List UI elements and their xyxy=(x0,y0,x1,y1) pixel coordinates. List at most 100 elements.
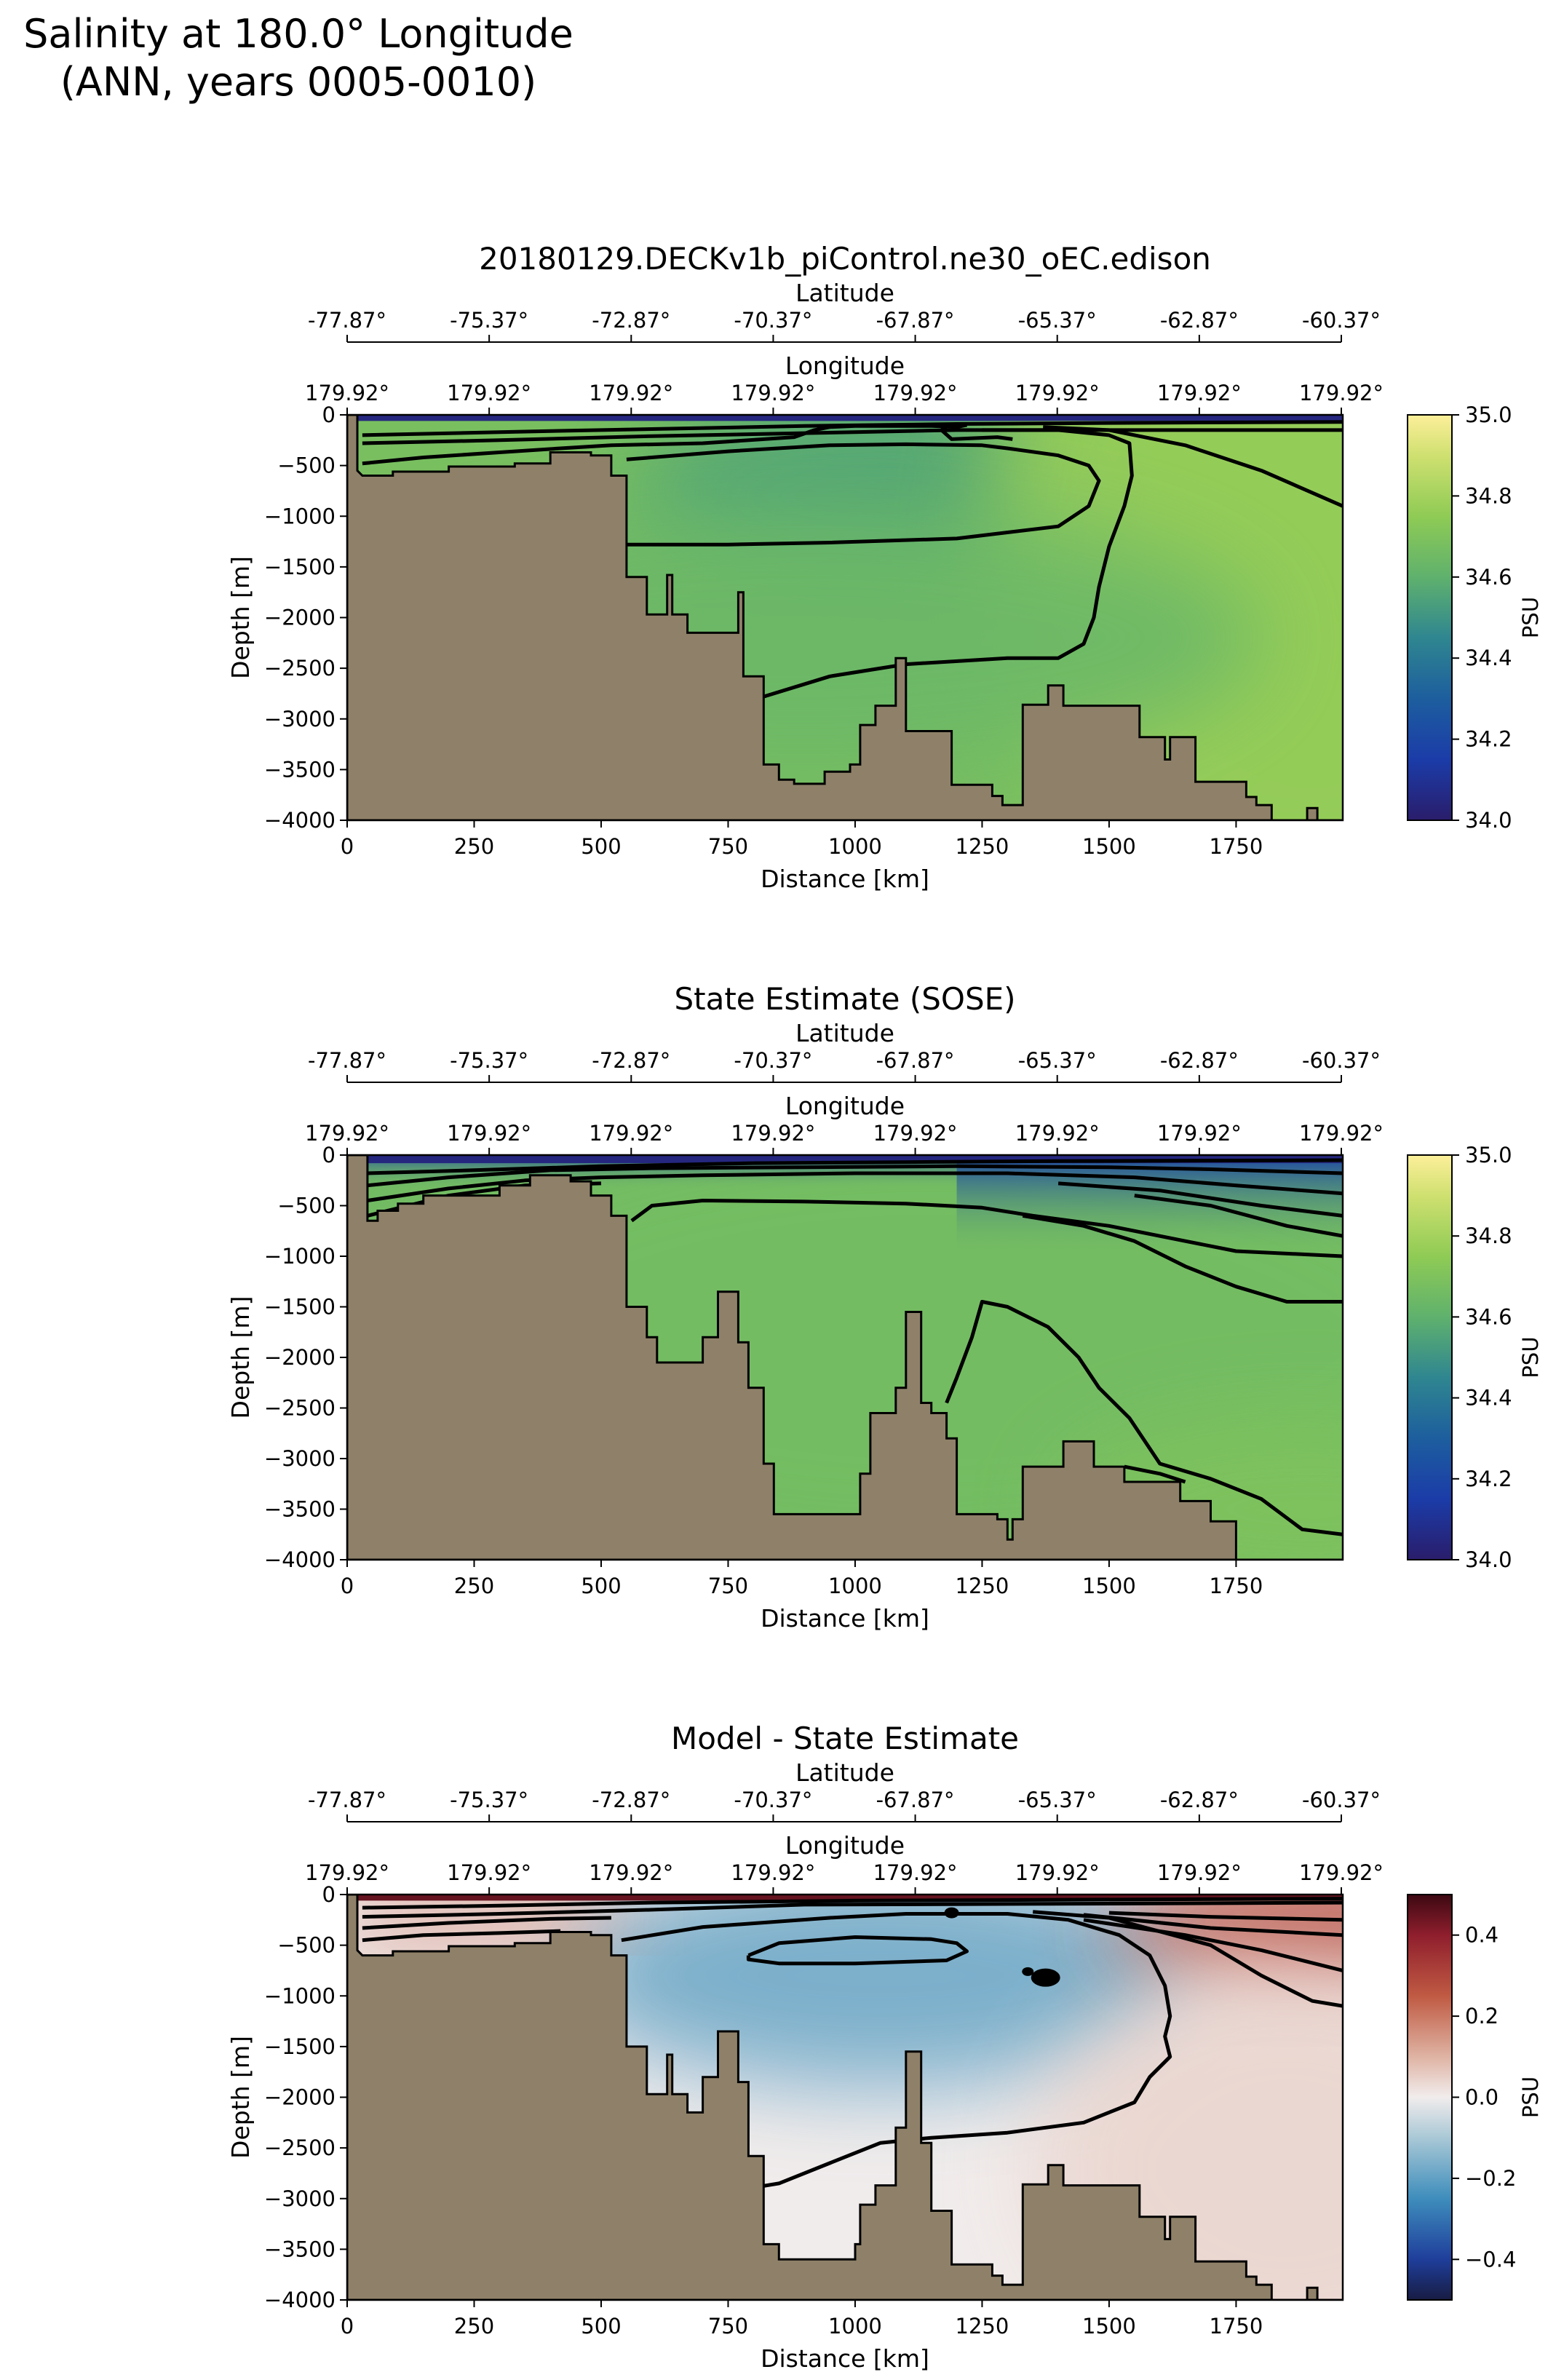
y-tick-label: −500 xyxy=(277,453,336,478)
colorbar-scale xyxy=(1407,1894,1453,2301)
x-axis-label: Distance [km] xyxy=(761,1604,929,1633)
lat-tick-label: -70.37° xyxy=(734,1788,812,1812)
y-tick-label: −1500 xyxy=(264,555,336,579)
contour-line-8 xyxy=(945,1300,1343,1536)
contour-line-1 xyxy=(367,1164,1343,1188)
y-tick-label: −2500 xyxy=(264,1396,336,1421)
x-tick-label: 250 xyxy=(454,1574,494,1598)
y-tick-label: 0 xyxy=(322,1882,336,1907)
y-tick-label: −4000 xyxy=(264,1547,336,1572)
y-tick-label: −3500 xyxy=(264,1497,336,1522)
contour-line-3 xyxy=(362,1929,561,1943)
lon-tick-label: 179.92° xyxy=(589,1121,673,1146)
contour-line-9 xyxy=(1124,1464,1186,1484)
lat-tick-label: -72.87° xyxy=(592,308,670,333)
lon-tick-label: 179.92° xyxy=(447,381,531,405)
lon-tick-label: 179.92° xyxy=(447,1860,531,1885)
lon-tick-label: 179.92° xyxy=(1157,1121,1242,1146)
contour-closed-1 xyxy=(1022,1967,1034,1976)
y-tick-label: −2000 xyxy=(264,1345,336,1370)
x-tick-label: 1750 xyxy=(1210,1574,1263,1598)
figure-title: Salinity at 180.0° Longitude (ANN, years… xyxy=(0,10,597,106)
lon-tick-label: 179.92° xyxy=(731,1121,815,1146)
contour-lines xyxy=(362,420,1343,699)
x-axis-label: Distance [km] xyxy=(761,865,929,893)
figure-title-line2: (ANN, years 0005-0010) xyxy=(60,59,537,105)
lon-axis-label: Longitude xyxy=(785,352,905,380)
lon-tick-label: 179.92° xyxy=(1015,1860,1100,1885)
bathymetry xyxy=(347,1895,1343,2300)
lon-tick-label: 179.92° xyxy=(305,1121,389,1146)
colorbar-tick-label: 34.2 xyxy=(1465,1467,1512,1491)
panel-title: 20180129.DECKv1b_piControl.ne30_oEC.edis… xyxy=(479,241,1211,277)
lat-axis-label: Latitude xyxy=(795,279,894,307)
lat-tick-label: -75.37° xyxy=(450,308,528,333)
x-tick-label: 1250 xyxy=(956,2314,1009,2339)
colorbar-tick-label: 34.4 xyxy=(1465,646,1512,670)
y-tick-label: −3500 xyxy=(264,2237,336,2261)
lon-tick-label: 179.92° xyxy=(731,381,815,405)
lon-tick-label: 179.92° xyxy=(447,1121,531,1146)
contour-line-3 xyxy=(940,423,967,432)
y-tick-label: −500 xyxy=(277,1194,336,1218)
surface-layer xyxy=(347,1895,1343,1901)
contour-closed-2 xyxy=(944,1907,959,1919)
lat-tick-label: -62.87° xyxy=(1160,1788,1239,1812)
x-tick-label: 1250 xyxy=(956,834,1009,859)
x-tick-label: 1250 xyxy=(956,1574,1009,1598)
colorbar-tick-label: 34.0 xyxy=(1465,808,1512,833)
panel-title: Model - State Estimate xyxy=(671,1721,1019,1756)
lon-tick-label: 179.92° xyxy=(589,381,673,405)
chart-panel-3: 0 250 500 750 1000 1250 1500 1750 Distance [km] 0… xyxy=(226,1721,1543,2373)
lon-tick-label: 179.92° xyxy=(873,1860,958,1885)
chart-panel-1: 0 250 500 750 1000 1250 1500 1750 Distance [km] 0… xyxy=(226,241,1543,893)
lat-tick-label: -67.87° xyxy=(876,1048,955,1073)
x-tick-label: 1000 xyxy=(828,834,882,859)
x-tick-label: 1000 xyxy=(828,2314,882,2339)
x-tick-label: 1000 xyxy=(828,1574,882,1598)
contour-line-2 xyxy=(362,424,947,466)
colorbar-tick-label: 34.8 xyxy=(1465,1223,1512,1248)
x-tick-label: 750 xyxy=(708,834,748,859)
contour-lines xyxy=(367,1158,1343,1536)
colorbar-tick-label: 34.2 xyxy=(1465,727,1512,752)
x-tick-label: 250 xyxy=(454,2314,494,2339)
y-tick-label: −2500 xyxy=(264,2135,336,2160)
lon-tick-label: 179.92° xyxy=(873,1121,958,1146)
colorbar-tick-label: 34.8 xyxy=(1465,483,1512,508)
lat-tick-label: -67.87° xyxy=(876,308,955,333)
contour-line-6 xyxy=(1083,1918,1343,1972)
lon-tick-label: 179.92° xyxy=(1299,1860,1384,1885)
contour-line-4 xyxy=(1108,1911,1343,1922)
y-tick-label: −1000 xyxy=(264,504,336,528)
y-tick-label: −3000 xyxy=(264,1446,336,1471)
contour-line-7 xyxy=(1033,1910,1343,2008)
x-tick-label: 1500 xyxy=(1082,2314,1136,2339)
y-tick-label: 0 xyxy=(322,402,336,427)
y-axis-label: Depth [m] xyxy=(226,2036,255,2159)
y-tick-label: −4000 xyxy=(264,2288,336,2312)
lat-tick-label: -65.37° xyxy=(1018,1048,1097,1073)
x-tick-label: 1500 xyxy=(1082,1574,1136,1598)
contour-lines xyxy=(362,1897,1343,2191)
x-tick-label: 0 xyxy=(341,834,354,859)
lat-tick-label: -75.37° xyxy=(450,1048,528,1073)
colorbar-tick-label: 34.6 xyxy=(1465,1304,1512,1329)
lat-tick-label: -62.87° xyxy=(1160,1048,1239,1073)
lat-tick-label: -60.37° xyxy=(1302,308,1381,333)
lat-tick-label: -77.87° xyxy=(308,308,386,333)
contour-line-2 xyxy=(362,1916,611,1930)
colorbar-label: PSU xyxy=(1518,597,1543,638)
lat-tick-label: -70.37° xyxy=(734,1048,812,1073)
lon-tick-label: 179.92° xyxy=(589,1860,673,1885)
y-tick-label: −1500 xyxy=(264,2034,336,2059)
contour-line-5 xyxy=(626,442,1101,547)
contour-closed-0 xyxy=(1031,1968,1060,1987)
colorbar-tick-label: 34.6 xyxy=(1465,565,1512,590)
y-axis-label: Depth [m] xyxy=(226,556,255,679)
contour-line-7 xyxy=(1022,1213,1343,1304)
surface-layer xyxy=(347,415,1343,421)
y-tick-label: −3000 xyxy=(264,2186,336,2211)
colorbar-tick-label: 0.0 xyxy=(1465,2085,1499,2110)
